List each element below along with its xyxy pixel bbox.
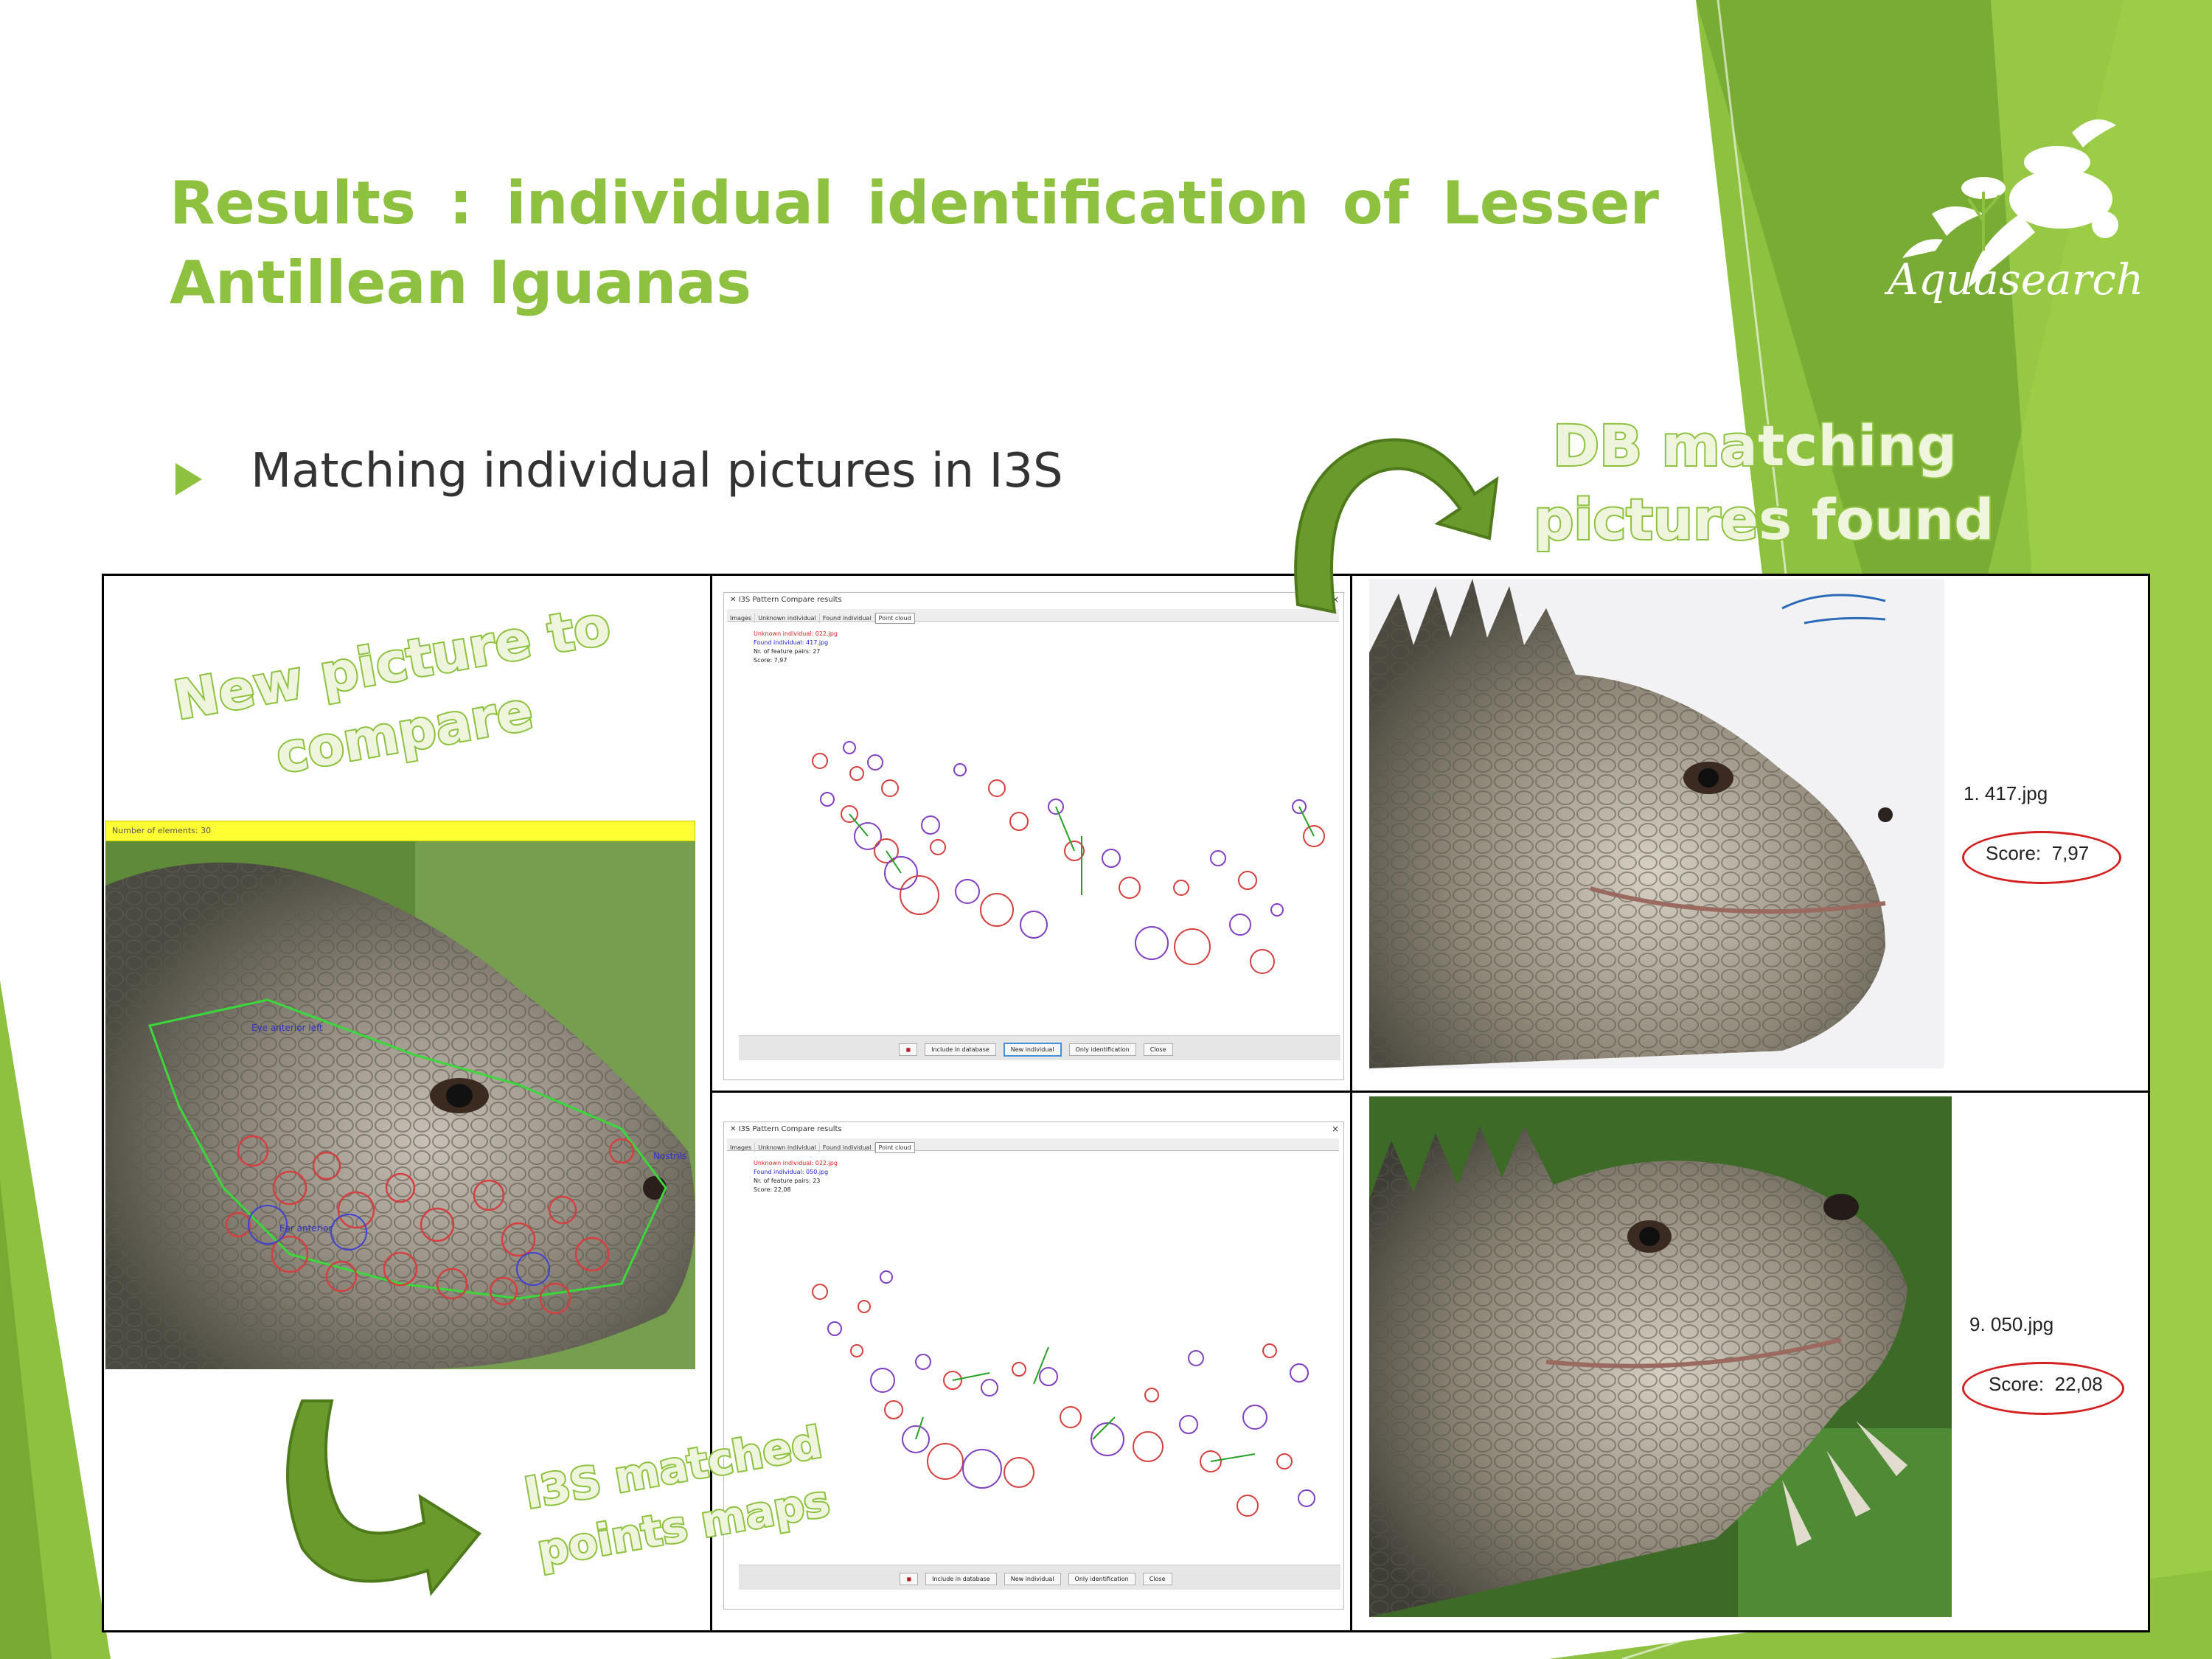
window-button-bar: ◼ Include in database New individual Only i…: [739, 1565, 1340, 1590]
grid-divider-v1: [710, 576, 712, 1630]
include-in-database-button[interactable]: Include in database: [925, 1573, 997, 1585]
window-title: ✕ I3S Pattern Compare results: [730, 1125, 842, 1133]
score-text: Score: 7,97: [754, 657, 787, 664]
only-identification-button[interactable]: Only identification: [1068, 1043, 1136, 1056]
include-in-database-button[interactable]: Include in database: [925, 1043, 996, 1056]
compare-window-2: ✕ I3S Pattern Compare results × Images Un…: [723, 1121, 1344, 1610]
aquasearch-logo: [1902, 119, 2118, 288]
tab-found-individual[interactable]: Found individual: [820, 613, 875, 623]
help-button[interactable]: ◼: [900, 1573, 919, 1585]
tab-unknown-individual[interactable]: Unknown individual: [755, 613, 820, 623]
tab-found-individual[interactable]: Found individual: [820, 1143, 875, 1152]
found-individual-text: Found individual: 417.jpg: [754, 639, 829, 646]
caption-db-matching: DB matching pictures found: [1532, 411, 1996, 554]
app-icon: ✕: [730, 596, 739, 604]
help-button[interactable]: ◼: [899, 1043, 918, 1056]
compare-window-1: ✕ I3S Pattern Compare results × Images Un…: [723, 592, 1344, 1080]
new-individual-button[interactable]: New individual: [1004, 1573, 1061, 1585]
unknown-individual-text: Unknown individual: 022.jpg: [754, 1160, 838, 1166]
feature-pairs-text: Nr. of feature pairs: 23: [754, 1178, 821, 1184]
elements-count-bar: Number of elements: 30: [105, 821, 695, 841]
curved-arrow-top-icon: [1294, 438, 1499, 614]
window-button-bar: ◼ Include in database New individual Only i…: [739, 1035, 1340, 1060]
tab-images[interactable]: Images: [727, 613, 756, 623]
match-photo-2: [1369, 1096, 1952, 1617]
match-1-filename: 1. 417.jpg: [1964, 782, 2048, 804]
landmark-label-eye: Eye anterior left: [251, 1023, 323, 1033]
bullet-arrow-icon: [175, 463, 202, 495]
match-2-filename: 9. 050.jpg: [1969, 1313, 2054, 1335]
point-cloud-2: [812, 1270, 1315, 1517]
close-button[interactable]: Close: [1142, 1573, 1172, 1585]
landmark-label-nostrils: Nostrils: [653, 1151, 687, 1161]
match-1-score: Score: 7,97: [1986, 842, 2090, 864]
score-text: Score: 22,08: [754, 1186, 791, 1193]
unknown-individual-text: Unknown individual: 022.jpg: [754, 630, 838, 637]
tab-point-cloud[interactable]: Point cloud: [874, 1142, 915, 1153]
close-button[interactable]: Close: [1143, 1043, 1173, 1056]
tab-unknown-individual[interactable]: Unknown individual: [755, 1143, 820, 1152]
match-2-score: Score: 22,08: [1989, 1373, 2103, 1395]
match-photo-1: [1369, 579, 1944, 1068]
score-highlight-ring-1: [1962, 831, 2121, 884]
close-icon[interactable]: ×: [1331, 594, 1339, 605]
tab-point-cloud[interactable]: Point cloud: [874, 613, 915, 624]
grid-divider-v2: [1350, 576, 1352, 1630]
curved-arrow-bottom-icon: [286, 1399, 481, 1596]
app-icon: ✕: [730, 1125, 739, 1133]
only-identification-button[interactable]: Only identification: [1068, 1573, 1135, 1585]
new-iguana-photo: [105, 841, 695, 1369]
close-icon[interactable]: ×: [1331, 1124, 1339, 1134]
results-grid: Number of elements: 30: [102, 574, 2150, 1632]
window-tabs: Images Unknown individual Found individual…: [727, 1138, 1339, 1153]
new-individual-button[interactable]: New individual: [1003, 1043, 1062, 1057]
score-highlight-ring-2: [1962, 1362, 2124, 1415]
feature-pairs-text: Nr. of feature pairs: 27: [754, 648, 821, 655]
point-cloud-1: [812, 741, 1325, 974]
landmark-label-ear: Ear anterior: [279, 1223, 333, 1234]
found-individual-text: Found individual: 050.jpg: [754, 1169, 829, 1175]
window-tabs: Images Unknown individual Found individual…: [727, 609, 1339, 624]
window-title: ✕ I3S Pattern Compare results: [730, 596, 842, 604]
logo-wordmark: Aquasearch: [1888, 254, 2144, 305]
slide-title: Results : individual identification of L…: [170, 169, 1659, 317]
grid-divider-h: [710, 1091, 2148, 1093]
tab-images[interactable]: Images: [727, 1143, 756, 1152]
bullet-text: Matching individual pictures in I3S: [251, 444, 1063, 498]
